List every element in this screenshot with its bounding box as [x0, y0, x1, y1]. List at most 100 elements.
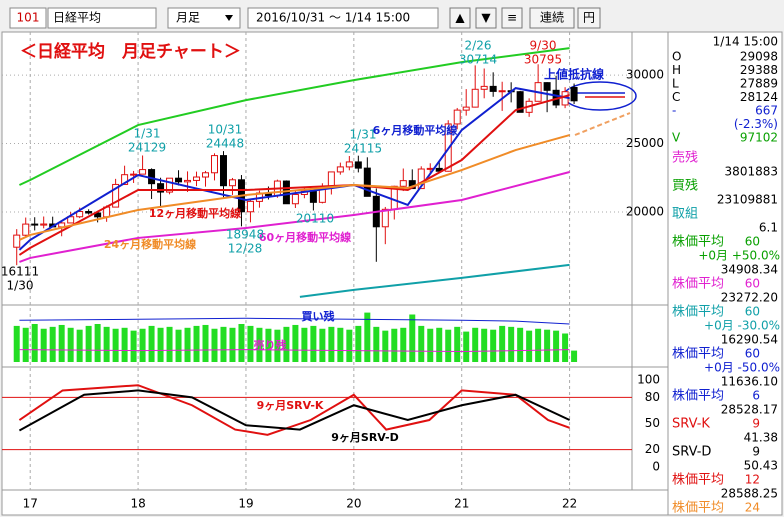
x-tick-label: 22: [562, 497, 577, 511]
volume-bar: [535, 328, 542, 362]
button[interactable]: [577, 7, 601, 29]
volume-bar: [544, 329, 551, 362]
series-label: 9ヶ月SRV-D: [331, 431, 398, 444]
item-value: 50.43: [744, 459, 778, 473]
item-label: 株価平均: [672, 501, 724, 516]
volume-bar: [562, 333, 569, 362]
item-param: 60: [745, 305, 760, 319]
srv-line: [18, 384, 570, 436]
series-label: 12ヶ月移動平均線: [149, 206, 241, 220]
candle-body: [417, 168, 425, 190]
candle-body: [76, 211, 84, 218]
price-label: 1/31: [350, 128, 377, 142]
volume-bar: [418, 325, 425, 362]
candle-body: [453, 109, 461, 125]
series-label: 6ヶ月移動平均線: [373, 123, 458, 137]
y-tick-label: 100: [637, 373, 660, 387]
volume-bar: [499, 325, 506, 362]
button[interactable]: [529, 7, 575, 29]
item-label: 株価平均: [672, 473, 724, 488]
candle-body: [462, 106, 470, 111]
x-tick-label: 18: [130, 497, 145, 511]
volume-bar: [31, 324, 38, 362]
item-value: 3801883: [725, 165, 778, 179]
side-info: 1/14 15:00 O 29098 H 29388 L 27889 C 28124 - 667(-…: [672, 35, 780, 516]
projection: [574, 112, 631, 136]
volume-bar: [121, 327, 128, 362]
button[interactable]: [449, 7, 471, 29]
name-box[interactable]: [47, 7, 157, 29]
button[interactable]: [501, 7, 523, 29]
volume-bar: [364, 312, 371, 362]
item-sub: +0月 -30.0%: [704, 319, 780, 333]
button-label: 円: [583, 11, 595, 25]
candle-body: [13, 234, 21, 248]
volume-bar: [310, 325, 317, 362]
ohlc-value: 29388: [740, 63, 778, 77]
volume-bar: [103, 326, 110, 362]
candle-body: [219, 155, 227, 187]
volume-bar: [40, 328, 47, 362]
item-value: 6.1: [759, 221, 778, 235]
volume-bar: [445, 329, 452, 362]
x-tick-label: 21: [454, 497, 469, 511]
volume-bar: [13, 325, 20, 362]
volume-bar: [490, 329, 497, 362]
volume-bar: [373, 326, 380, 362]
price-label: 18948: [226, 228, 264, 242]
volume-bar: [175, 329, 182, 362]
volume-bar: [220, 326, 227, 362]
period-select[interactable]: [167, 7, 241, 29]
volume-bar: [517, 327, 524, 362]
side-panel: [667, 31, 783, 516]
item-value: 34908.34: [721, 263, 778, 277]
volume-bar: [265, 328, 272, 362]
item-param: 12: [745, 473, 760, 487]
chart-title: ＜日経平均 月足チャート＞: [20, 41, 241, 62]
item-value: 23272.20: [721, 291, 778, 305]
candle-body: [246, 200, 254, 213]
x-tick-label: 17: [23, 497, 38, 511]
candle-body: [471, 88, 479, 108]
price-label: 1/30: [7, 279, 34, 293]
button[interactable]: [475, 7, 497, 29]
range-box[interactable]: [247, 7, 439, 29]
volume-bar: [346, 329, 353, 362]
price-label: 30714: [459, 53, 497, 67]
volume-bar: [148, 325, 155, 362]
button-label: 連続: [540, 11, 564, 25]
candle-body: [112, 183, 120, 208]
candle-body: [166, 177, 174, 193]
candle-body: [381, 208, 389, 228]
ohlc-value: 667: [755, 104, 778, 118]
item-param: 9: [752, 417, 760, 431]
candle-body: [130, 173, 138, 176]
chart: 17 18 19 20 21 22 20000 25000 30000 ＜日経平均 月足チャート＞…: [1, 32, 664, 511]
price-label: 10/31: [208, 123, 243, 137]
series-label: 24ヶ月移動平均線: [104, 237, 196, 251]
candle-body: [336, 166, 344, 173]
button-label: ▲: [455, 11, 465, 25]
y-tick-label: 50: [645, 416, 660, 430]
code-box[interactable]: [9, 7, 47, 29]
ohlc-key: O: [672, 50, 681, 64]
item-param: 9: [752, 445, 760, 459]
y-tick-label: 0: [652, 460, 660, 474]
dropdown-arrow: [225, 15, 233, 21]
y-tick-label: 25000: [626, 136, 664, 150]
item-value: 28528.17: [721, 403, 778, 417]
price-label: 24129: [128, 141, 166, 155]
price-label: 16111: [1, 265, 39, 279]
volume-line: [19, 317, 570, 325]
candle-body: [94, 212, 102, 218]
candle-body: [309, 190, 317, 203]
item-param: 60: [745, 347, 760, 361]
price-label: 20110: [296, 212, 334, 226]
item-param: 6: [752, 389, 760, 403]
range: 2016/10/31 ～ 1/14 15:00: [256, 11, 410, 25]
candle-body: [193, 176, 201, 181]
volume-bar: [355, 325, 362, 362]
y-tick-label: 20000: [626, 204, 664, 218]
candle-body: [202, 172, 210, 178]
